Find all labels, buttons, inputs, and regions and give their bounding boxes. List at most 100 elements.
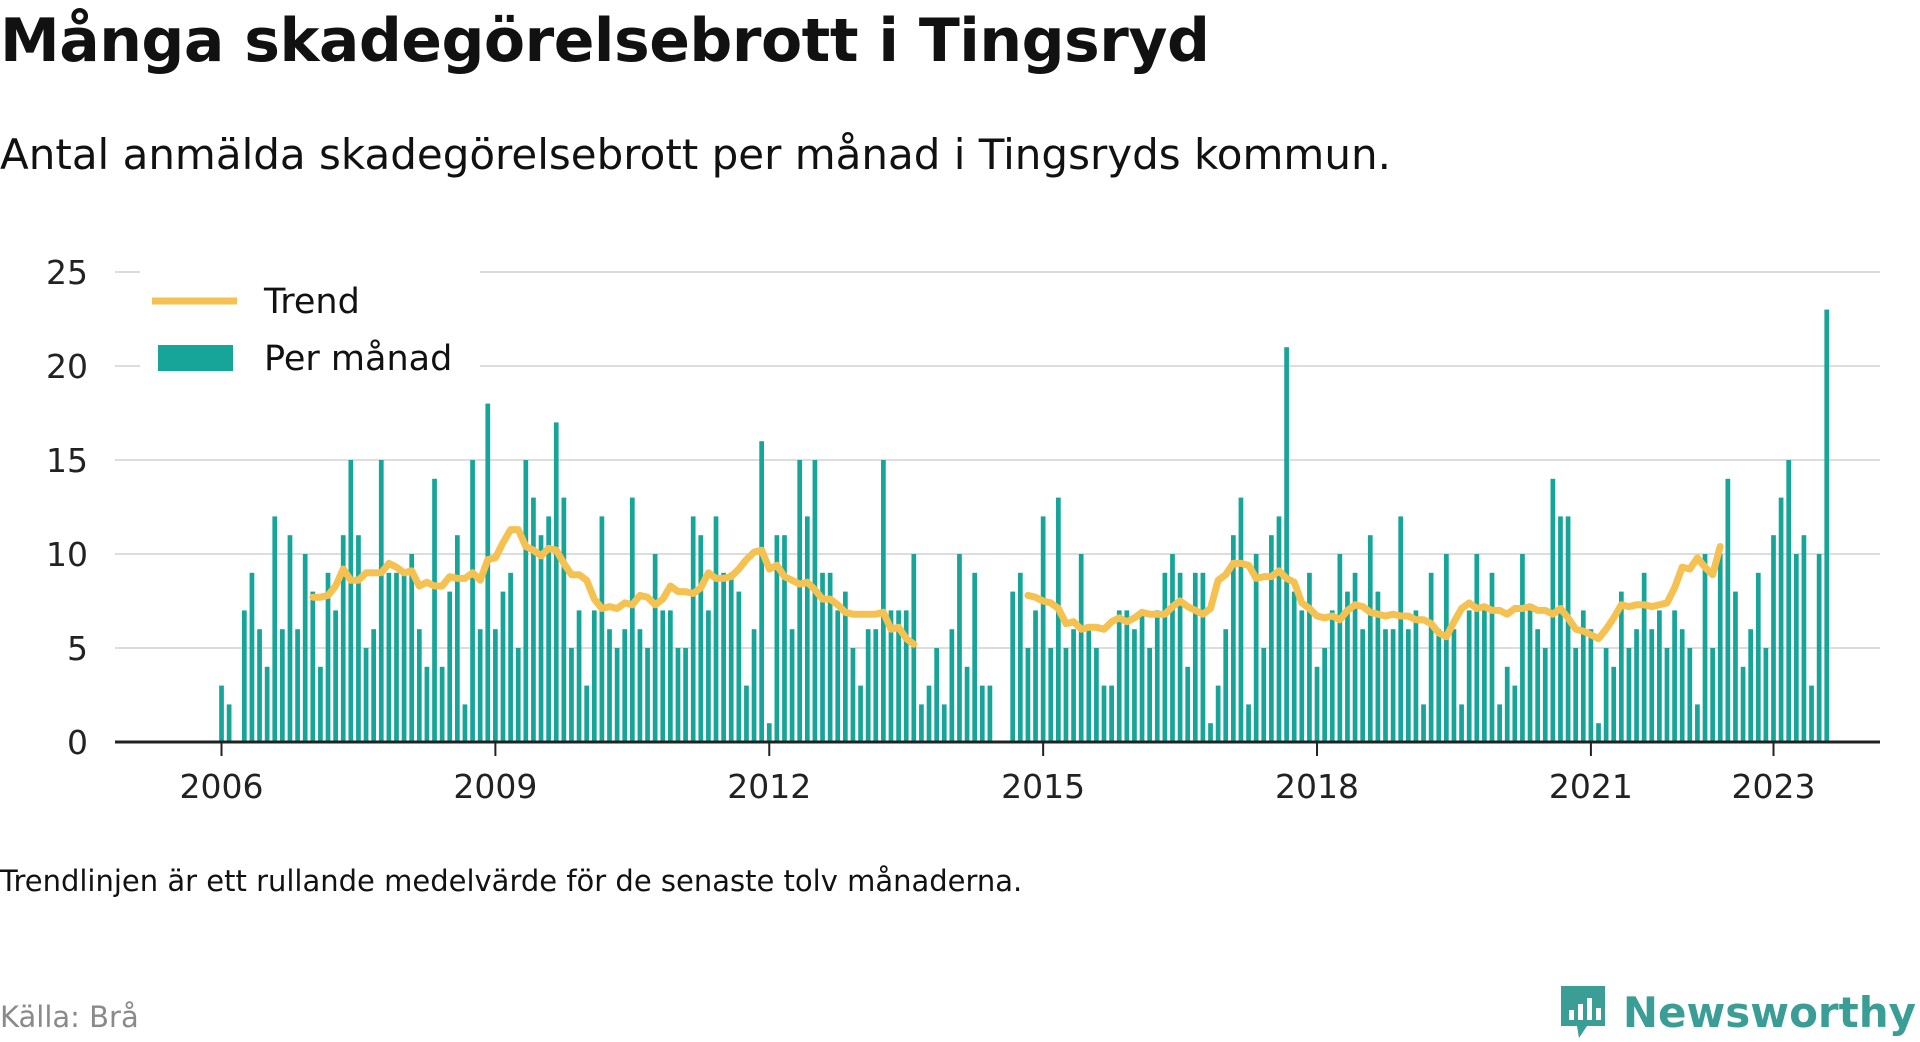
bar — [766, 723, 772, 742]
trend-line — [309, 526, 918, 648]
bar — [1413, 610, 1419, 742]
bar — [508, 572, 513, 742]
bar — [1086, 629, 1092, 742]
footnote: Trendlinjen är ett rullande medelvärde f… — [0, 864, 1023, 898]
bar — [1063, 648, 1069, 742]
bar — [1246, 704, 1251, 742]
bar — [782, 535, 787, 742]
bar — [1048, 648, 1054, 742]
bar — [934, 648, 939, 742]
bar — [470, 460, 475, 742]
bar — [759, 441, 765, 742]
bar — [1010, 591, 1016, 742]
source-text: Källa: Brå — [0, 1000, 139, 1034]
bar — [744, 685, 749, 742]
bar — [1558, 516, 1563, 742]
bar — [1748, 629, 1754, 742]
bar — [340, 535, 346, 742]
bar — [249, 572, 255, 742]
bar — [287, 535, 293, 742]
bar — [812, 460, 818, 742]
bar — [865, 629, 871, 742]
bar — [1337, 554, 1343, 742]
y-tick-label: 10 — [46, 535, 88, 574]
bar — [1717, 554, 1723, 742]
bar — [1664, 648, 1670, 742]
bar — [1580, 610, 1586, 742]
bar — [827, 572, 833, 742]
bar — [1763, 648, 1769, 742]
bar — [493, 629, 498, 742]
legend: Trend Per månad — [140, 240, 480, 379]
bar — [272, 516, 278, 742]
bar — [584, 685, 590, 742]
bar — [1253, 554, 1259, 742]
bar — [1443, 554, 1449, 742]
bar — [439, 666, 445, 742]
bar — [1695, 704, 1700, 742]
bar — [477, 629, 483, 742]
bar — [1269, 535, 1274, 742]
bar — [485, 403, 491, 742]
bar — [888, 610, 894, 742]
bar — [1223, 629, 1229, 742]
bar — [1261, 648, 1267, 742]
x-tick-label: 2012 — [727, 767, 811, 806]
bar — [591, 610, 597, 742]
y-tick-label: 25 — [46, 253, 88, 292]
bar — [1542, 648, 1548, 742]
newsworthy-logo-icon — [1560, 986, 1605, 1038]
bar — [1801, 535, 1807, 742]
bar — [668, 610, 673, 742]
bar — [1527, 610, 1533, 742]
bar — [622, 629, 628, 742]
bar — [1778, 497, 1784, 742]
bar — [751, 629, 757, 742]
y-axis-ticks: 0 5 10 15 20 25 — [46, 253, 88, 762]
trend-line-group — [309, 526, 1724, 648]
bar — [241, 610, 247, 742]
brand-logo[interactable]: Newsworthy — [1557, 982, 1916, 1042]
bar — [721, 572, 726, 742]
bar — [1033, 610, 1038, 742]
bar — [1466, 610, 1472, 742]
x-axis: 2006 2009 2012 2015 2018 2021 2023 — [115, 740, 1880, 806]
bar — [1238, 497, 1244, 742]
bar — [1451, 629, 1457, 742]
bar — [1657, 610, 1662, 742]
bar — [645, 648, 650, 742]
bar — [820, 572, 825, 742]
bar — [1459, 704, 1464, 742]
bar — [1162, 572, 1168, 742]
bar — [979, 685, 985, 742]
bar — [1367, 535, 1373, 742]
bar — [356, 535, 361, 742]
bar — [1147, 648, 1153, 742]
chart-subtitle: Antal anmälda skadegörelsebrott per måna… — [0, 130, 1391, 179]
bar — [363, 648, 369, 742]
bar — [318, 666, 323, 742]
bar — [797, 460, 803, 742]
legend-bars-swatch — [158, 345, 233, 371]
x-tick-label: 2009 — [453, 767, 537, 806]
bar — [1383, 629, 1388, 742]
bar — [1588, 629, 1594, 742]
legend-bars-label: Per månad — [264, 338, 452, 379]
chart-title: Många skadegörelsebrott i Tingsryd — [0, 6, 1210, 76]
bar — [1611, 666, 1617, 742]
bar — [957, 554, 962, 742]
bar — [302, 554, 308, 742]
bar — [546, 516, 552, 742]
bar — [896, 610, 901, 742]
bar — [1208, 723, 1213, 742]
bar — [371, 629, 377, 742]
bar — [523, 460, 529, 742]
bar — [1649, 629, 1655, 742]
bar — [1641, 572, 1647, 742]
bar — [416, 629, 422, 742]
bar — [652, 554, 658, 742]
bar — [1679, 629, 1685, 742]
bar — [1284, 347, 1289, 742]
bar — [1398, 516, 1404, 742]
